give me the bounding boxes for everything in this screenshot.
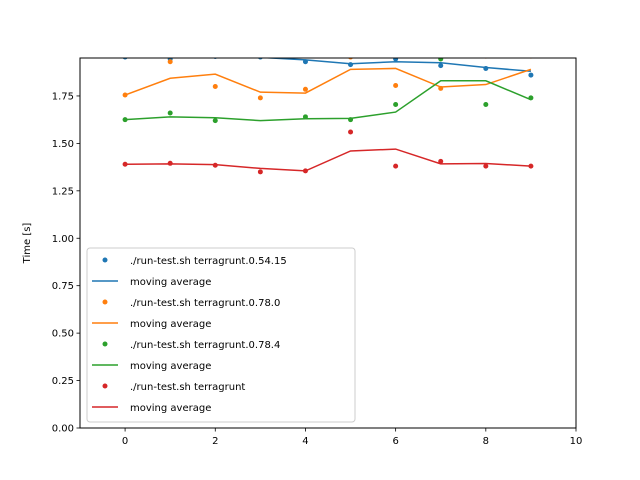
legend-label-6: ./run-test.sh terragrunt — [130, 382, 245, 393]
data-point-3-4 — [302, 168, 308, 174]
data-point-3-3 — [257, 169, 263, 175]
data-point-3-9 — [528, 163, 534, 169]
y-tick-label-1: 0.25 — [52, 376, 74, 387]
data-point-3-2 — [212, 162, 218, 168]
data-point-2-0 — [122, 117, 128, 123]
axes-frame — [79, 57, 577, 429]
legend-label-2: ./run-test.sh terragrunt.0.78.0 — [130, 298, 280, 309]
moving-average-line-1 — [124, 67, 532, 96]
y-tick-label-2: 0.50 — [52, 329, 74, 340]
y-tick-label-6: 1.50 — [52, 139, 74, 150]
legend-box — [86, 247, 356, 423]
data-point-1-0 — [122, 92, 128, 98]
y-axis-label: Time [s] — [22, 223, 33, 265]
data-point-3-0 — [122, 161, 128, 167]
data-point-3-7 — [438, 158, 444, 164]
data-point-1-6 — [393, 83, 399, 89]
x-tick-label-5: 10 — [570, 436, 583, 447]
data-point-2-5 — [348, 117, 354, 123]
data-point-0-9 — [528, 72, 534, 78]
legend-label-7: moving average — [130, 403, 211, 414]
data-point-3-6 — [393, 163, 399, 169]
x-tick-label-0: 0 — [122, 436, 128, 447]
y-tick-label-5: 1.25 — [52, 186, 74, 197]
legend-marker-6 — [102, 383, 108, 389]
legend-label-3: moving average — [130, 319, 211, 330]
x-axis: 0 2 4 6 8 10 — [122, 428, 582, 447]
data-point-2-2 — [212, 118, 218, 124]
data-point-2-4 — [302, 114, 308, 120]
data-point-3-8 — [483, 163, 489, 169]
legend-marker-0 — [102, 257, 108, 263]
data-point-0-7 — [438, 63, 444, 69]
x-tick-label-3: 6 — [392, 436, 398, 447]
data-point-2-1 — [167, 110, 173, 116]
data-point-3-1 — [167, 160, 173, 166]
legend-label-0: ./run-test.sh terragrunt.0.54.15 — [130, 256, 287, 267]
y-tick-label-0: 0.00 — [52, 424, 74, 435]
data-point-1-2 — [212, 83, 218, 89]
legend-label-4: ./run-test.sh terragrunt.0.78.4 — [130, 340, 280, 351]
plot-area — [122, 58, 534, 175]
data-point-2-7 — [438, 58, 444, 62]
data-point-0-5 — [348, 62, 354, 68]
data-point-2-6 — [393, 101, 399, 107]
data-point-0-4 — [302, 59, 308, 65]
legend-marker-2 — [102, 299, 108, 305]
y-tick-label-3: 0.75 — [52, 281, 74, 292]
data-point-1-1 — [167, 59, 173, 65]
legend-label-5: moving average — [130, 361, 211, 372]
x-tick-label-2: 4 — [302, 436, 308, 447]
moving-average-line-2 — [125, 80, 532, 122]
data-point-2-9 — [528, 95, 534, 101]
x-tick-label-4: 8 — [483, 436, 489, 447]
legend-label-1: moving average — [130, 277, 211, 288]
x-tick-label-1: 2 — [212, 436, 218, 447]
legend: ./run-test.sh terragrunt.0.54.15 moving a… — [86, 247, 356, 423]
data-point-0-6 — [393, 58, 399, 62]
data-point-2-8 — [483, 101, 489, 107]
moving-average-line-0 — [125, 58, 531, 73]
data-point-0-8 — [483, 65, 489, 71]
moving-average-line-3 — [125, 148, 531, 172]
data-point-1-7 — [438, 85, 444, 91]
data-point-3-5 — [348, 129, 354, 135]
y-tick-label-4: 1.00 — [52, 234, 74, 245]
data-point-1-3 — [257, 95, 263, 101]
y-axis: 0.00 0.25 0.50 0.75 1.00 1.25 1.50 1.75 — [52, 91, 80, 435]
data-point-1-4 — [302, 86, 308, 92]
y-tick-label-7: 1.75 — [52, 91, 74, 102]
legend-marker-4 — [102, 341, 108, 347]
